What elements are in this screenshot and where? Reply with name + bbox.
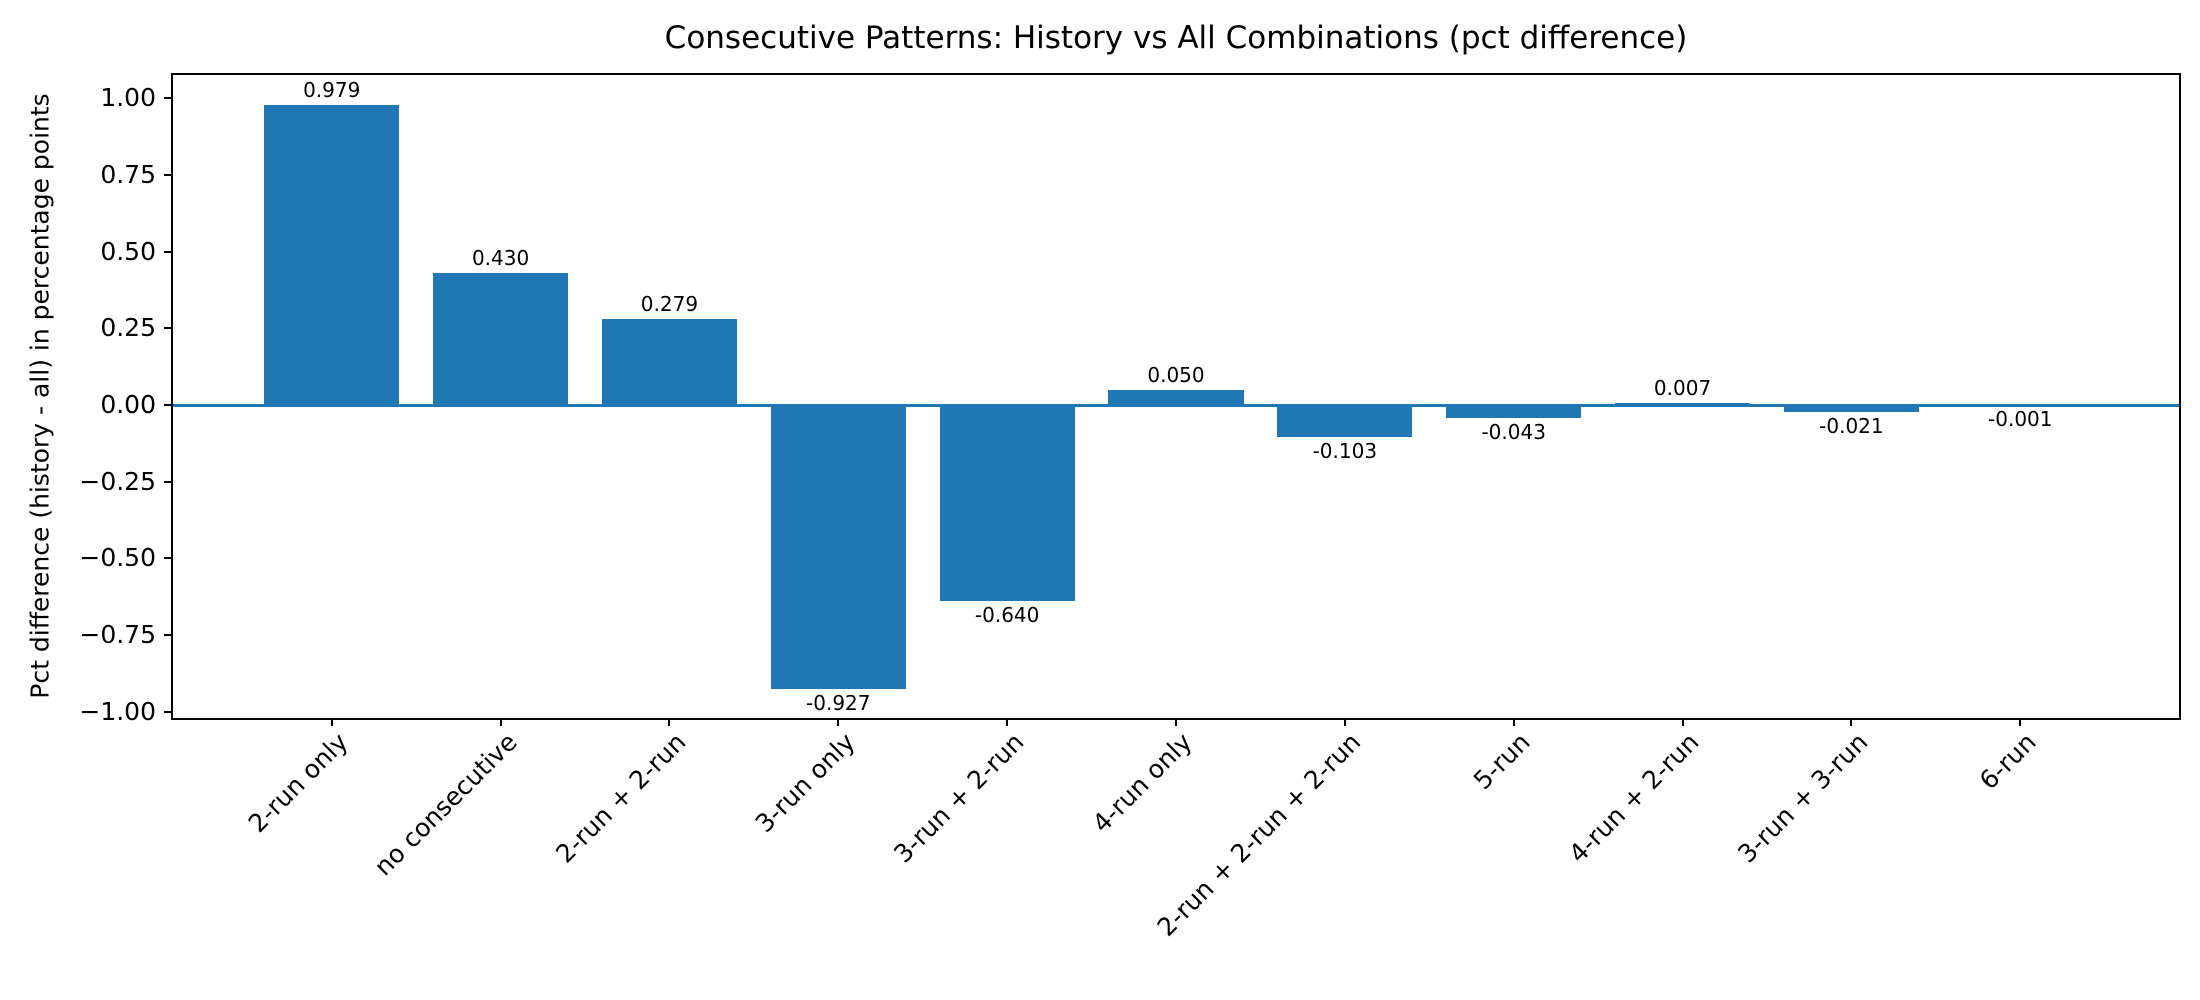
bar-value-label: -0.021 [1819,413,1884,438]
y-tick-mark [164,634,172,637]
bar-value-label: 0.050 [1147,362,1205,387]
x-tick-mark [1850,718,1853,726]
bar-value-label: 0.979 [303,77,361,102]
x-tick-mark [1343,718,1346,726]
bar [1108,389,1244,406]
x-tick-label: no consecutive [368,727,523,882]
x-tick-label: 2-run + 2-run [550,727,692,869]
y-tick-mark [164,250,172,253]
y-tick-label: −0.25 [79,466,156,496]
chart-title: Consecutive Patterns: History vs All Com… [664,20,1688,56]
y-tick-mark [164,97,172,100]
x-tick-mark [330,718,333,726]
bar [770,405,906,690]
y-tick-label: −0.75 [79,620,156,650]
x-tick-label: 6-run [1974,727,2043,796]
y-tick-mark [164,710,172,713]
bar [1615,402,1751,406]
y-tick-mark [164,480,172,483]
x-tick-mark [1512,718,1515,726]
x-tick-mark [499,718,502,726]
x-tick-mark [2019,718,2022,726]
bar-value-label: -0.640 [974,603,1040,628]
bar-value-label: -0.043 [1481,420,1546,445]
x-tick-label: 4-run only [1086,727,1198,839]
bar [1783,405,1919,412]
bar-value-label: -0.001 [1988,407,2053,432]
bar [264,104,400,406]
x-tick-label: 2-run only [242,727,354,839]
x-tick-mark [1006,718,1009,726]
x-tick-label: 3-run + 3-run [1732,727,1874,869]
zero-line [173,404,2179,408]
y-tick-label: −1.00 [79,696,156,726]
y-tick-mark [164,327,172,330]
x-tick-label: 3-run only [749,727,861,839]
bar [1446,405,1582,419]
x-tick-mark [837,718,840,726]
y-tick-mark [164,557,172,560]
y-tick-label: −0.50 [79,543,156,573]
bar-value-label: -0.927 [806,691,871,716]
y-tick-mark [164,174,172,176]
bar-value-label: -0.103 [1312,438,1378,463]
y-tick-mark [164,404,172,407]
bar [1277,405,1413,437]
y-axis-label: Pct difference (history - all) in percen… [25,93,55,699]
x-tick-label: 4-run + 2-run [1563,727,1705,869]
x-tick-mark [1175,718,1177,726]
y-tick-label: 0.00 [100,390,156,420]
x-tick-mark [668,718,671,726]
bar [939,405,1075,602]
y-tick-label: 0.75 [100,160,156,189]
x-tick-label: 5-run [1467,727,1536,796]
bar-value-label: 0.279 [640,292,699,317]
y-tick-label: 1.00 [100,83,156,113]
x-tick-mark [1681,718,1684,726]
bar [601,319,737,406]
bar [433,273,569,406]
bar-value-label: 0.430 [471,246,530,271]
x-tick-label: 3-run + 2-run [887,727,1029,869]
y-tick-label: 0.50 [100,236,156,266]
y-tick-label: 0.25 [100,313,156,343]
bar-value-label: 0.007 [1653,375,1712,400]
